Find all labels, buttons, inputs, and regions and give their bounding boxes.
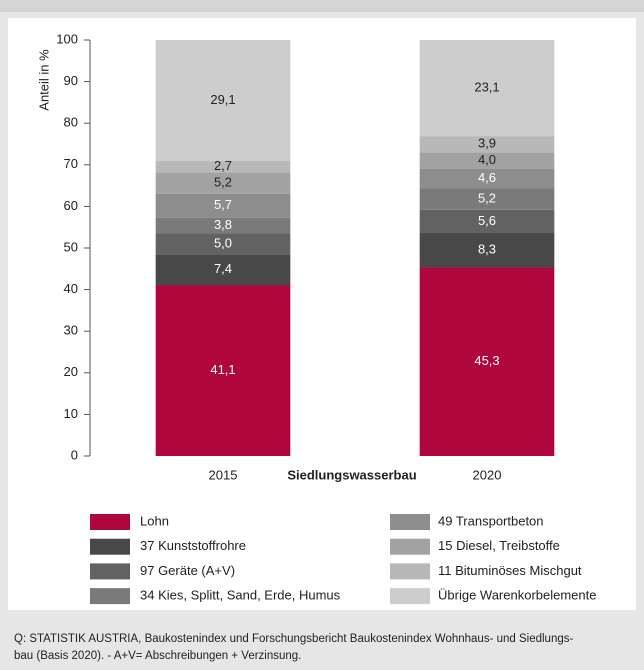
legend-swatch: [90, 588, 130, 605]
bar-segment: [155, 161, 291, 173]
legend-label: 49 Transportbeton: [438, 513, 544, 528]
y-tick-label: 60: [64, 198, 78, 213]
x-axis-label: Siedlungswasserbau: [287, 467, 416, 482]
legend-label: 11 Bituminöses Mischgut: [438, 563, 582, 578]
legend-label: 97 Geräte (A+V): [140, 563, 235, 578]
title-strip: [0, 0, 644, 12]
legend-swatch: [90, 538, 130, 555]
legend-swatch: [90, 514, 130, 530]
legend-swatch: [390, 563, 430, 580]
value-label: 2,7: [214, 158, 232, 173]
bar-segment: [155, 285, 291, 456]
bar-segment: [155, 233, 291, 255]
legend-swatch: [90, 563, 130, 580]
value-label: 5,2: [478, 190, 496, 205]
y-axis-label: Anteil in %: [36, 49, 51, 111]
value-label: 8,3: [478, 242, 496, 257]
y-tick-label: 40: [64, 281, 78, 296]
y-tick-label: 90: [64, 73, 78, 88]
bar-segment: [419, 152, 555, 169]
legend-swatch: [390, 588, 430, 605]
bar-segment: [419, 209, 555, 234]
source-line: Q: STATISTIK AUSTRIA, Baukostenindex und…: [14, 633, 573, 645]
y-tick-label: 80: [64, 115, 78, 130]
legend-label: Übrige Warenkorbelemente: [438, 588, 596, 603]
value-label: 45,3: [474, 353, 499, 368]
value-label: 5,2: [214, 175, 232, 190]
value-label: 3,9: [478, 136, 496, 151]
value-label: 23,1: [474, 79, 499, 94]
y-tick-label: 20: [64, 364, 78, 379]
value-label: 5,6: [478, 213, 496, 228]
value-label: 5,0: [214, 235, 232, 250]
source-line: bau (Basis 2020). - A+V= Abschreibungen …: [14, 650, 301, 662]
legend-label: 37 Kunststoffrohre: [140, 538, 246, 553]
legend-label: 15 Diesel, Treibstoffe: [438, 538, 560, 553]
bar-segment: [419, 233, 555, 268]
y-tick-label: 30: [64, 323, 78, 338]
y-tick-label: 50: [64, 239, 78, 254]
value-label: 3,8: [214, 217, 232, 232]
bar-segment: [419, 267, 555, 456]
bar-segment: [155, 254, 291, 286]
x-tick-label: 2020: [473, 467, 502, 482]
bar-segment: [419, 40, 555, 137]
value-label: 29,1: [210, 92, 235, 107]
y-tick-label: 100: [56, 31, 78, 46]
bar-segment: [155, 172, 291, 194]
y-tick-label: 10: [64, 406, 78, 421]
bar-segment: [155, 193, 291, 218]
bar-segment: [419, 188, 555, 210]
x-tick-label: 2015: [209, 467, 238, 482]
value-label: 5,7: [214, 197, 232, 212]
legend-label: Lohn: [140, 513, 169, 528]
bar-segment: [419, 168, 555, 189]
bar-segment: [419, 136, 555, 153]
value-label: 4,0: [478, 152, 496, 167]
legend-swatch: [390, 538, 430, 555]
value-label: 41,1: [210, 362, 235, 377]
bar-segment: [155, 217, 291, 234]
value-label: 7,4: [214, 261, 232, 276]
y-tick-label: 0: [71, 447, 78, 462]
legend-label: 34 Kies, Splitt, Sand, Erde, Humus: [140, 588, 341, 603]
value-label: 4,6: [478, 170, 496, 185]
y-tick-label: 70: [64, 156, 78, 171]
legend-swatch: [390, 514, 430, 530]
bar-segment: [155, 40, 291, 162]
